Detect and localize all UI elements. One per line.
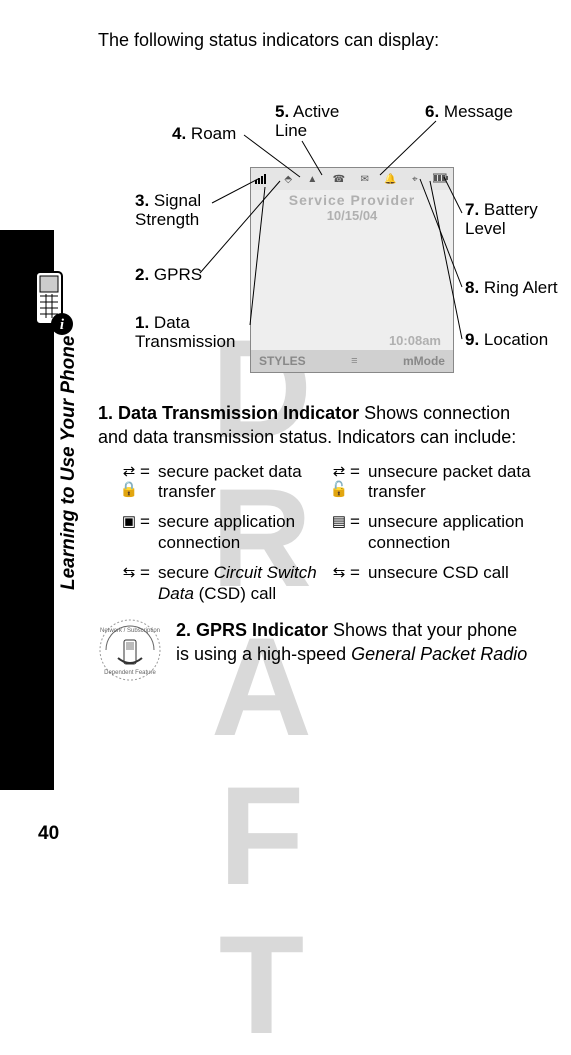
status-diagram: ⬘ ▲ ☎ ✉ 🔔 ⌖ Service Provider 10/15/04 10… bbox=[0, 71, 571, 401]
indicator-table: ⇄🔒 = secure packet data transfer ⇄🔓 = un… bbox=[118, 462, 571, 604]
section-2-heading: 2. GPRS Indicator bbox=[176, 620, 328, 640]
ind-r2a: secure application connection bbox=[158, 512, 328, 553]
eq: = bbox=[140, 462, 158, 503]
leader-lines bbox=[0, 71, 571, 401]
secure-app-icon: ▣ bbox=[118, 512, 140, 553]
ind-r1a: secure packet data transfer bbox=[158, 462, 328, 503]
ind-r2b: unsecure application connection bbox=[368, 512, 538, 553]
eq: = bbox=[140, 512, 158, 553]
section-1-heading: 1. Data Transmission Indicator bbox=[98, 403, 359, 423]
svg-text:Network / Subscription: Network / Subscription bbox=[100, 628, 160, 634]
eq: = bbox=[350, 462, 368, 503]
unsecure-packet-icon: ⇄🔓 bbox=[328, 462, 350, 503]
secure-packet-icon: ⇄🔒 bbox=[118, 462, 140, 503]
secure-csd-icon: ⇆ bbox=[118, 563, 140, 604]
eq: = bbox=[350, 563, 368, 604]
ind-r3b: unsecure CSD call bbox=[368, 563, 509, 604]
section-1: 1. Data Transmission Indicator Shows con… bbox=[98, 401, 531, 450]
unsecure-csd-icon: ⇆ bbox=[328, 563, 350, 604]
unsecure-app-icon: ▤ bbox=[328, 512, 350, 553]
ind-r3a: secure Circuit Switch Data (CSD) call bbox=[158, 563, 328, 604]
eq: = bbox=[350, 512, 368, 553]
ind-r1b: unsecure packet data transfer bbox=[368, 462, 538, 503]
eq: = bbox=[140, 563, 158, 604]
section-2: Network / Subscription Dependent Feature… bbox=[98, 618, 531, 682]
phone-badge-icon: i bbox=[30, 270, 74, 340]
intro-text: The following status indicators can disp… bbox=[98, 30, 571, 51]
network-feature-badge-icon: Network / Subscription Dependent Feature bbox=[98, 618, 162, 682]
svg-text:Dependent Feature: Dependent Feature bbox=[104, 670, 156, 676]
page-number: 40 bbox=[38, 823, 59, 845]
section-2-em: General Packet Radio bbox=[351, 644, 527, 664]
